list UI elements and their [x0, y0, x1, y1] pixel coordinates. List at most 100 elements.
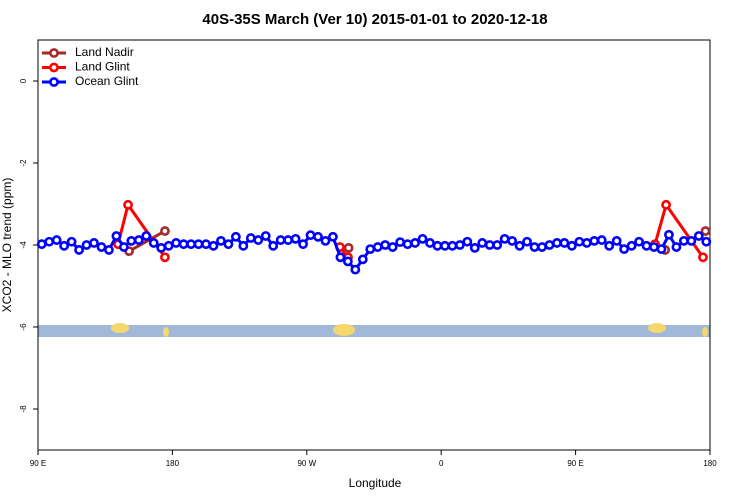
point: [160, 252, 170, 263]
point: [260, 231, 271, 241]
point: [335, 252, 346, 263]
point: [320, 235, 331, 246]
point: [619, 244, 630, 254]
point: [537, 242, 547, 252]
point: [552, 238, 562, 248]
point: [664, 229, 674, 240]
point: [484, 240, 495, 250]
x-tick-label: 180: [166, 459, 180, 468]
point: [566, 240, 577, 251]
point: [581, 238, 592, 248]
point: [126, 235, 137, 246]
point: [156, 242, 167, 253]
point: [671, 242, 682, 252]
x-axis-label: Longitude: [349, 476, 402, 490]
point: [148, 238, 159, 248]
point: [230, 231, 241, 242]
point: [328, 231, 338, 242]
point: [425, 238, 435, 248]
point: [253, 235, 264, 245]
point: [589, 235, 600, 246]
point: [661, 199, 671, 210]
y-tick-label: -2: [19, 159, 28, 167]
point: [343, 242, 354, 253]
point: [160, 226, 170, 236]
point: [492, 240, 503, 250]
point: [514, 240, 525, 251]
point: [283, 235, 294, 245]
point: [649, 242, 659, 252]
point: [275, 235, 286, 245]
point: [59, 240, 70, 251]
point: [111, 231, 122, 241]
y-tick-label: -4: [19, 241, 28, 249]
point: [507, 235, 518, 246]
point: [96, 242, 107, 252]
point: [698, 252, 708, 263]
point: [123, 199, 133, 210]
point: [74, 245, 84, 255]
point: [36, 239, 47, 250]
point: [559, 238, 570, 248]
point: [469, 242, 480, 253]
point: [51, 235, 62, 245]
point: [499, 233, 510, 244]
point: [402, 239, 413, 250]
point: [701, 236, 712, 247]
legend-marker: [49, 77, 59, 87]
point: [693, 231, 704, 241]
point: [522, 236, 532, 247]
point: [380, 240, 391, 250]
point: [216, 235, 226, 246]
map-strip: [38, 323, 710, 337]
point: [477, 238, 488, 248]
point: [544, 240, 555, 250]
y-tick-label: 0: [19, 78, 28, 83]
point: [201, 239, 211, 250]
point: [104, 245, 114, 255]
point: [238, 240, 249, 251]
point: [208, 240, 219, 251]
point: [634, 236, 644, 247]
point: [357, 254, 368, 265]
point: [417, 233, 428, 244]
point: [395, 237, 406, 248]
point: [223, 239, 234, 250]
point: [268, 240, 279, 251]
point: [454, 240, 465, 250]
x-tick-label: 0: [439, 459, 444, 468]
point: [81, 240, 92, 250]
legend-label: Land Glint: [75, 60, 130, 74]
x-tick-label: 90 E: [567, 459, 583, 468]
legend-marker: [49, 48, 59, 58]
point: [305, 230, 316, 241]
point: [656, 244, 667, 254]
point: [44, 236, 55, 247]
point: [432, 240, 443, 251]
point: [700, 226, 711, 236]
point: [529, 242, 540, 252]
point: [604, 240, 615, 251]
x-tick-label: 90 W: [297, 459, 316, 468]
point: [342, 256, 353, 267]
point: [387, 242, 398, 252]
point: [440, 240, 450, 251]
legend-label: Land Nadir: [75, 45, 134, 59]
point: [372, 242, 383, 252]
point: [611, 235, 622, 246]
series-line: [128, 229, 166, 253]
x-tick-label: 90 E: [30, 459, 46, 468]
point: [186, 239, 196, 250]
point: [66, 236, 77, 247]
point: [193, 239, 204, 250]
point: [447, 240, 458, 251]
point: [133, 235, 144, 245]
point: [178, 239, 189, 250]
point: [313, 231, 323, 242]
point: [89, 238, 99, 248]
y-tick-label: -6: [19, 323, 28, 331]
chart-title: 40S-35S March (Ver 10) 2015-01-01 to 202…: [202, 11, 547, 28]
point: [410, 238, 420, 248]
point: [626, 240, 637, 251]
